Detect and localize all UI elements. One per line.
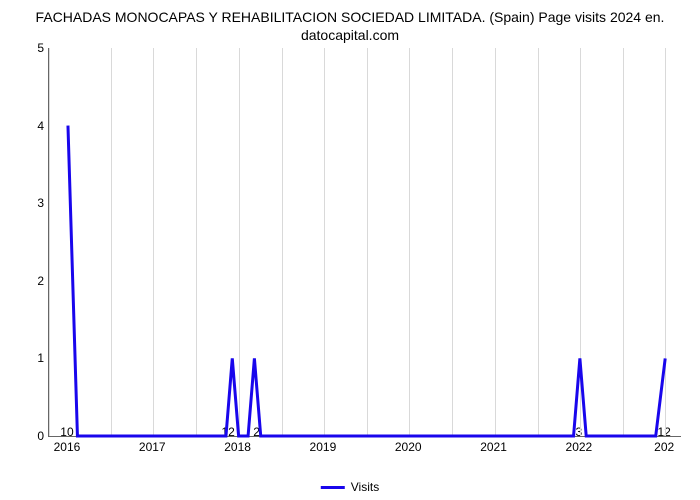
x-tick-label: 202 — [654, 440, 674, 454]
x-tick-label: 2020 — [395, 440, 422, 454]
x-tick-label: 2019 — [310, 440, 337, 454]
y-tick-label: 1 — [24, 351, 44, 365]
y-tick-label: 3 — [24, 196, 44, 210]
legend-swatch — [321, 486, 345, 489]
legend: Visits — [321, 480, 379, 494]
x-tick-label: 2022 — [566, 440, 593, 454]
legend-label: Visits — [351, 480, 379, 494]
x-tick-label: 2018 — [224, 440, 251, 454]
y-tick-label: 2 — [24, 274, 44, 288]
y-tick-label: 0 — [24, 429, 44, 443]
y-tick-label: 5 — [24, 41, 44, 55]
x-tick-label: 2017 — [139, 440, 166, 454]
chart-container: FACHADAS MONOCAPAS Y REHABILITACION SOCI… — [0, 0, 700, 500]
plot-area — [48, 48, 681, 437]
x-tick-label: 2021 — [480, 440, 507, 454]
chart-title: FACHADAS MONOCAPAS Y REHABILITACION SOCI… — [0, 0, 700, 48]
y-tick-label: 4 — [24, 119, 44, 133]
line-path — [49, 48, 681, 436]
x-tick-label: 2016 — [54, 440, 81, 454]
